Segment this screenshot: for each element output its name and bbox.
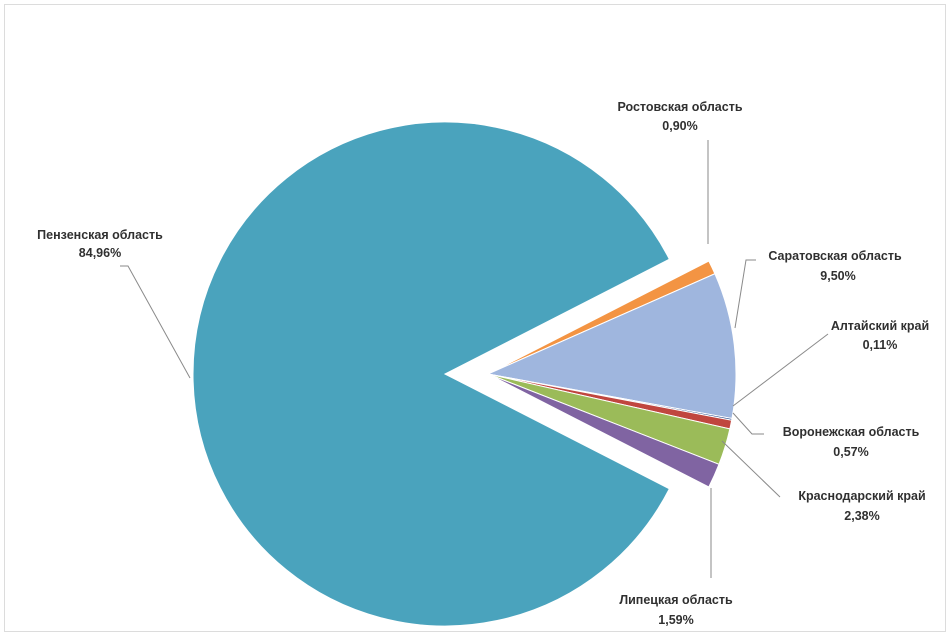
slice-label-altai: Алтайский край 0,11% (831, 319, 929, 352)
slice-label-voronezh: Воронежская область 0,57% (783, 425, 920, 459)
leader-line-voronezh (732, 412, 764, 435)
slice-percent: 2,38% (844, 509, 879, 523)
pie-slices (192, 121, 737, 627)
pie-slice-lipetsk (487, 373, 720, 488)
slice-name: Алтайский край (831, 319, 929, 333)
slice-name: Пензенская область (37, 228, 163, 242)
slice-label-penza: Пензенская область 84,96% (37, 228, 163, 260)
slice-name: Липецкая область (619, 593, 733, 607)
slice-percent: 0,11% (863, 338, 898, 352)
slice-percent: 84,96% (79, 246, 121, 260)
slice-name: Краснодарский край (798, 489, 925, 503)
slice-name: Ростовская область (617, 100, 742, 114)
slice-label-rostov: Ростовская область 0,90% (617, 100, 742, 133)
leader-line-krasnodar (721, 440, 781, 498)
leader-line-altai (732, 333, 829, 407)
slice-percent: 0,90% (662, 119, 697, 133)
slice-percent: 1,59% (658, 613, 693, 627)
leader-line-penza (120, 265, 191, 379)
pie-slice-penza (192, 121, 671, 627)
slice-percent: 9,50% (820, 269, 855, 283)
slice-name: Воронежская область (783, 425, 920, 439)
slice-label-krasnodar: Краснодарский край 2,38% (798, 489, 925, 523)
leader-line-saratov (734, 259, 756, 329)
slice-name: Саратовская область (768, 249, 902, 263)
slice-percent: 0,57% (833, 445, 868, 459)
slice-label-lipetsk: Липецкая область 1,59% (619, 593, 733, 627)
pie-slice-saratov (486, 273, 737, 420)
slice-label-saratov: Саратовская область 9,50% (768, 249, 902, 283)
leader-lines (120, 140, 829, 578)
